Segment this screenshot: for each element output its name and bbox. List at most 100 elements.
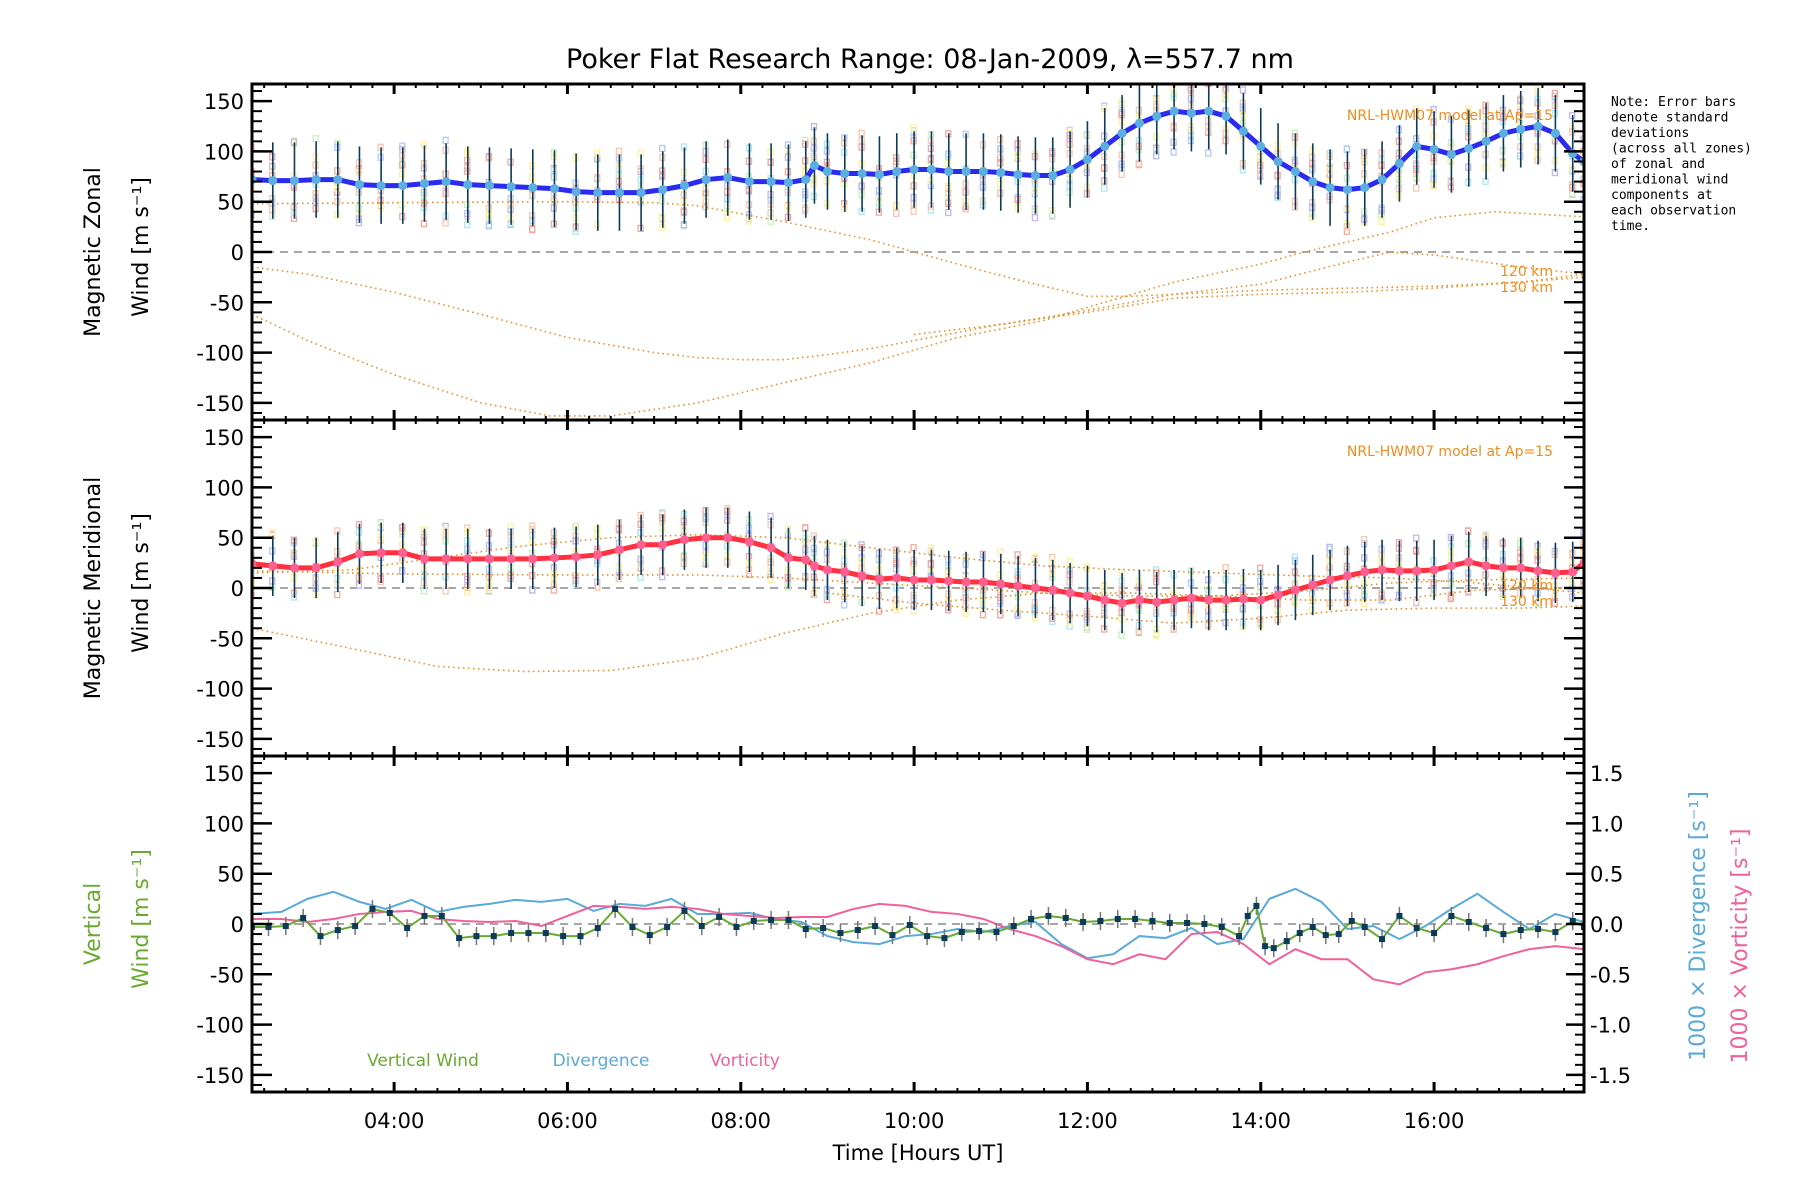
mean-wind-point: [571, 187, 581, 197]
mean-wind-point: [840, 567, 850, 577]
mean-wind-point: [1290, 167, 1300, 177]
note-line: deviations: [1611, 126, 1689, 141]
note-line: meridional wind: [1611, 173, 1728, 188]
mean-wind-point: [809, 561, 819, 571]
vertical-wind-point: [1335, 931, 1342, 938]
mean-wind-point: [1169, 106, 1179, 116]
vertical-wind-point: [1028, 915, 1035, 922]
y-tick-label: 150: [204, 762, 244, 786]
mean-wind-point: [909, 165, 919, 175]
mean-wind-point: [1360, 567, 1370, 577]
vertical-wind-point: [421, 912, 428, 919]
right-tick-label: -0.5: [1590, 963, 1631, 987]
mean-markers: [252, 533, 1584, 608]
note-line: (across all zones): [1611, 142, 1752, 157]
mean-wind-point: [528, 183, 538, 193]
vertical-wind-point: [525, 930, 532, 937]
altitude-label-130km: 130 km: [1500, 594, 1553, 610]
mean-wind-point: [961, 167, 971, 177]
mean-wind-point: [1221, 111, 1231, 121]
mean-wind-point: [549, 553, 559, 563]
mean-wind-point: [1481, 136, 1491, 146]
mean-wind-point: [1550, 128, 1560, 138]
mean-wind-point: [1082, 591, 1092, 601]
mean-wind-point: [289, 563, 299, 573]
mean-wind-point: [783, 553, 793, 563]
mean-wind-point: [783, 178, 793, 188]
vertical-wind-markers: [252, 902, 1584, 952]
mean-wind-point: [1533, 566, 1543, 576]
vertical-wind-point: [1396, 912, 1403, 919]
mean-wind-point: [484, 554, 494, 564]
y-tick-label: 0: [231, 913, 244, 937]
mean-wind-point: [801, 555, 811, 565]
mean-wind-point: [354, 549, 364, 559]
mean-wind-point: [1186, 108, 1196, 118]
y-tick-label: 50: [217, 527, 244, 551]
right-axis-label-vorticity: 1000 × Vorticity [s⁻¹]: [1728, 829, 1753, 1064]
mean-wind-point: [1238, 126, 1248, 136]
legend-divergence: Divergence: [553, 1051, 650, 1071]
zone-sample-marker: [910, 207, 917, 215]
mean-wind-point: [723, 533, 733, 543]
mean-wind-point: [658, 185, 668, 195]
chart-title: Poker Flat Research Range: 08-Jan-2009, …: [566, 44, 1294, 75]
y-tick-label: 150: [204, 90, 244, 114]
x-tick-label: 06:00: [537, 1109, 598, 1133]
mean-wind-point: [892, 167, 902, 177]
mean-wind-point: [1325, 183, 1335, 193]
x-tick-label: 10:00: [884, 1109, 945, 1133]
mean-wind-point: [549, 184, 559, 194]
vertical-wind-point: [906, 922, 913, 929]
vertical-wind-point: [594, 925, 601, 932]
mean-wind-point: [1152, 111, 1162, 121]
y-tick-label: 50: [217, 191, 244, 215]
model-curve-4: [827, 592, 1584, 625]
mean-wind-point: [1394, 566, 1404, 576]
y-tick-label: 0: [231, 577, 244, 601]
mean-wind-point: [892, 573, 902, 583]
y-axis-label-line1: Vertical: [81, 883, 106, 965]
zone-sample-marker: [252, 568, 255, 577]
vertical-wind-point: [265, 924, 272, 931]
vertical-wind-point: [1296, 930, 1303, 937]
mean-wind-point: [926, 165, 936, 175]
mean-wind-point: [1134, 595, 1144, 605]
vertical-wind-point: [716, 913, 723, 920]
x-tick-label: 08:00: [711, 1109, 772, 1133]
mean-wind-point: [398, 181, 408, 191]
mean-wind-point: [1204, 106, 1214, 116]
mean-wind-point: [1550, 568, 1560, 578]
zone-sample-marker: [1343, 227, 1351, 235]
y-axis-label-line2: Wind [m s⁻¹]: [129, 849, 154, 989]
mean-wind-point: [593, 550, 603, 560]
mean-wind-point: [1446, 561, 1456, 571]
vertical-wind-point: [1062, 914, 1069, 921]
note-line: denote standard: [1611, 111, 1728, 126]
zone-sample-marker: [1413, 184, 1420, 192]
vertical-wind-point: [438, 912, 445, 919]
mean-wind-point: [614, 545, 624, 555]
zone-sample-marker: [893, 209, 900, 217]
mean-wind-point: [909, 575, 919, 585]
vertical-wind-point: [1517, 927, 1524, 934]
y-axis-label-line1: Magnetic Meridional: [81, 477, 106, 699]
mean-wind-point: [1238, 594, 1248, 604]
right-tick-label: -1.0: [1590, 1014, 1631, 1038]
mean-wind-point: [419, 179, 429, 189]
y-axis-label-line2: Wind [m s⁻¹]: [129, 513, 154, 653]
zone-sample-marker: [252, 548, 255, 556]
vertical-wind-point: [1218, 924, 1225, 931]
mean-wind-point: [822, 167, 832, 177]
mean-wind-point: [1100, 141, 1110, 151]
mean-wind-point: [744, 177, 754, 187]
mean-wind-point: [1204, 595, 1214, 605]
mean-wind-point: [1325, 575, 1335, 585]
vertical-wind-point: [1552, 929, 1559, 936]
vertical-wind-point: [1309, 924, 1316, 931]
zone-sample-marker: [1378, 217, 1385, 226]
model-label: NRL-HWM07 model at Ap=15: [1347, 444, 1553, 460]
zone-sample-marker: [252, 211, 255, 219]
mean-wind-point: [1377, 565, 1387, 575]
